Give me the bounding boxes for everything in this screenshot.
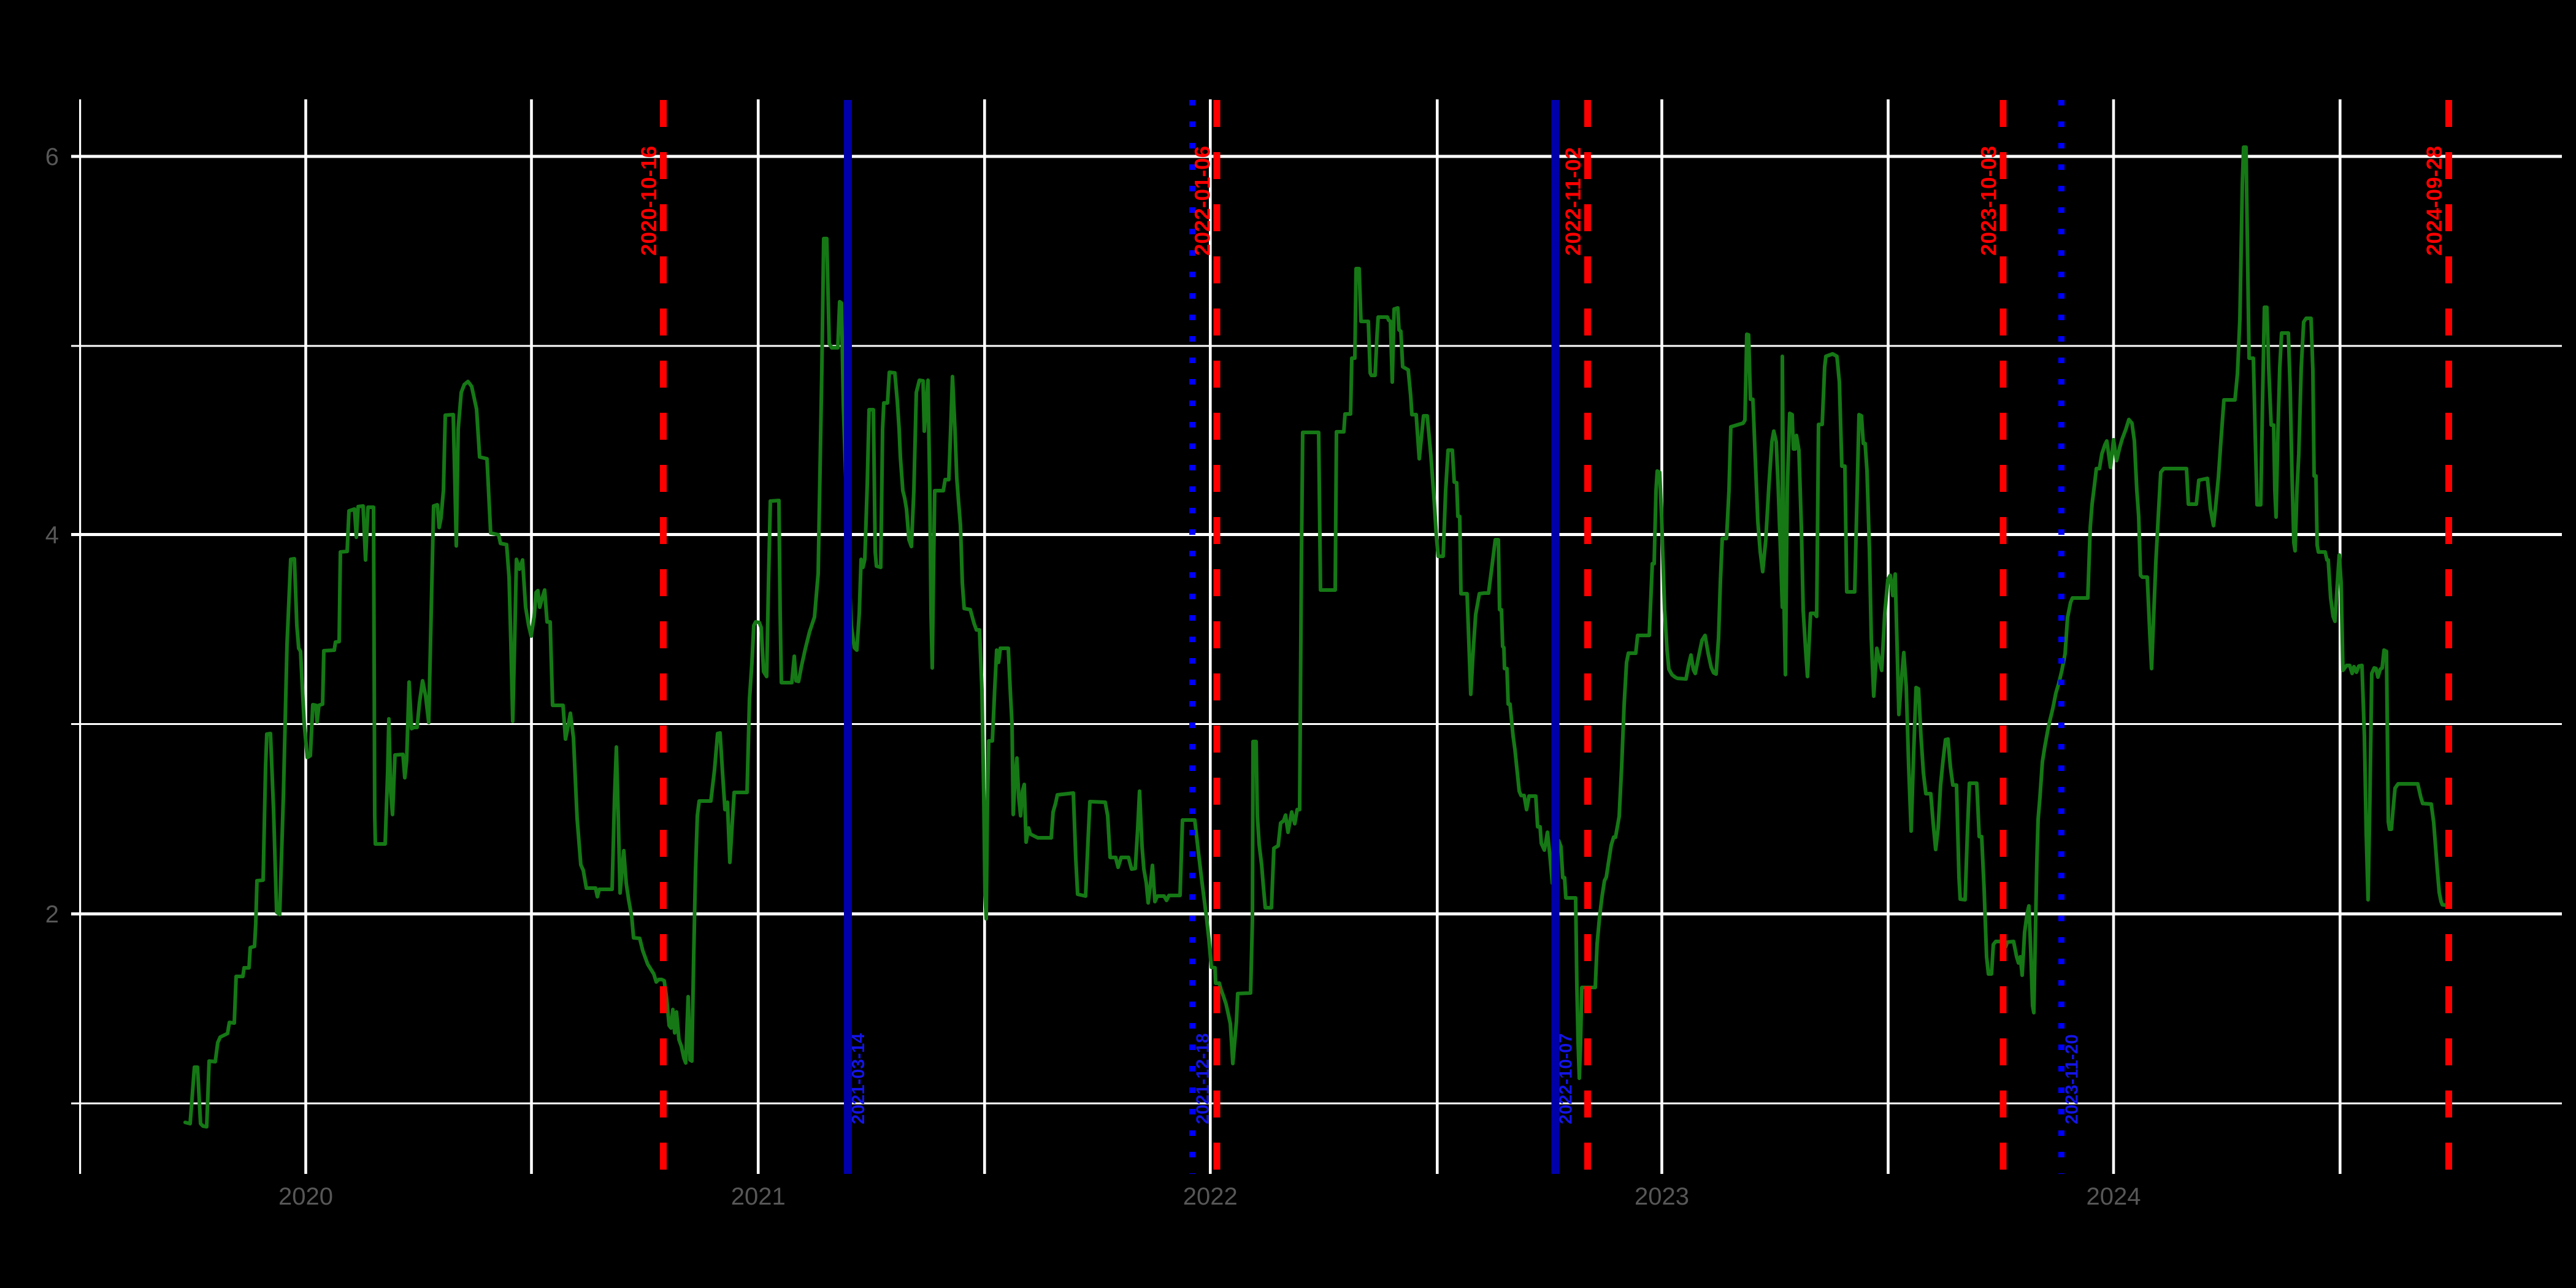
svg-text:2021-03-14: 2021-03-14 [849, 1033, 868, 1124]
svg-text:2020-10-16: 2020-10-16 [637, 146, 661, 256]
svg-text:6: 6 [45, 144, 59, 171]
svg-text:2022-11-02: 2022-11-02 [1562, 147, 1585, 256]
svg-text:2023-10-03: 2023-10-03 [1977, 146, 2001, 256]
svg-text:2024-09-28: 2024-09-28 [2423, 146, 2447, 256]
svg-text:2021: 2021 [731, 1183, 786, 1210]
svg-text:4: 4 [45, 522, 59, 549]
svg-text:2021-12-18: 2021-12-18 [1194, 1033, 1213, 1124]
svg-text:2024: 2024 [2087, 1183, 2141, 1210]
svg-text:2: 2 [45, 901, 59, 928]
svg-text:2022: 2022 [1183, 1183, 1238, 1210]
svg-text:2022-01-06: 2022-01-06 [1191, 146, 1215, 256]
svg-text:2022-10-07: 2022-10-07 [1557, 1033, 1576, 1124]
svg-text:2023-11-20: 2023-11-20 [2063, 1034, 2082, 1124]
svg-text:2020: 2020 [278, 1183, 333, 1210]
svg-text:2023: 2023 [1635, 1183, 1689, 1210]
